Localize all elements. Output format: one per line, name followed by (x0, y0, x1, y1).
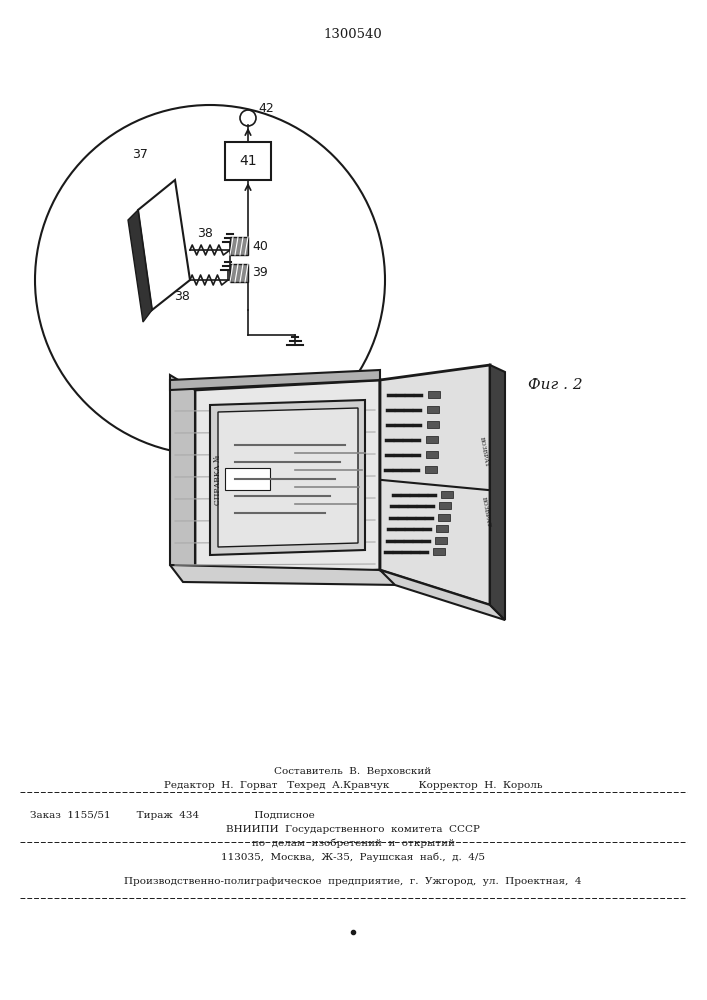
Bar (427, 406, 439, 413)
Bar (230, 264, 248, 282)
Bar (440, 490, 452, 497)
Polygon shape (170, 565, 400, 585)
Bar (433, 548, 445, 555)
Bar (225, 142, 271, 180)
Text: 41: 41 (239, 154, 257, 168)
Text: Производственно-полиграфическое  предприятие,  г.  Ужгород,  ул.  Проектная,  4: Производственно-полиграфическое предприя… (124, 878, 582, 886)
Bar (230, 237, 248, 255)
Bar (426, 436, 438, 443)
Bar (439, 502, 451, 509)
Bar (428, 391, 440, 398)
Bar (438, 514, 450, 520)
Text: 38: 38 (197, 227, 213, 240)
Circle shape (35, 105, 385, 455)
Bar (426, 421, 438, 428)
Bar (426, 451, 438, 458)
Polygon shape (380, 365, 490, 605)
Text: Составитель  В.  Верховский: Составитель В. Верховский (274, 768, 431, 776)
Polygon shape (195, 380, 380, 580)
Text: 37: 37 (132, 148, 148, 161)
Text: 40: 40 (252, 239, 268, 252)
Polygon shape (138, 180, 190, 310)
Text: ВНИИПИ  Государственного  комитета  СССР: ВНИИПИ Государственного комитета СССР (226, 826, 480, 834)
Bar (425, 466, 437, 473)
Polygon shape (128, 210, 152, 322)
Polygon shape (218, 408, 358, 547)
Text: Заказ  1155/51        Тираж  434                 Подписное: Заказ 1155/51 Тираж 434 Подписное (30, 812, 315, 820)
Text: 38: 38 (174, 290, 190, 303)
Text: СПРАВКА №: СПРАВКА № (215, 455, 223, 505)
Text: 1300540: 1300540 (324, 28, 382, 41)
Polygon shape (210, 400, 365, 555)
Polygon shape (170, 370, 380, 390)
Text: 113035,  Москва,  Ж-35,  Раушская  наб.,  д.  4/5: 113035, Москва, Ж-35, Раушская наб., д. … (221, 852, 485, 862)
Bar (435, 536, 447, 544)
Text: Фиг . 2: Фиг . 2 (527, 378, 583, 392)
Text: 39: 39 (252, 266, 268, 279)
Bar (436, 525, 448, 532)
Bar (225, 468, 270, 490)
Polygon shape (380, 570, 505, 620)
Text: ВОЗВРАТ: ВОЗВРАТ (479, 436, 489, 468)
Text: по  делам  изобретений  и  открытий: по делам изобретений и открытий (252, 838, 455, 848)
Polygon shape (490, 365, 505, 620)
Text: ВОЗВРАТ: ВОЗВРАТ (481, 496, 491, 528)
Text: 42: 42 (258, 102, 274, 114)
Text: Редактор  Н.  Горват   Техред  А.Кравчук         Корректор  Н.  Король: Редактор Н. Горват Техред А.Кравчук Корр… (164, 782, 542, 790)
Polygon shape (170, 375, 195, 580)
